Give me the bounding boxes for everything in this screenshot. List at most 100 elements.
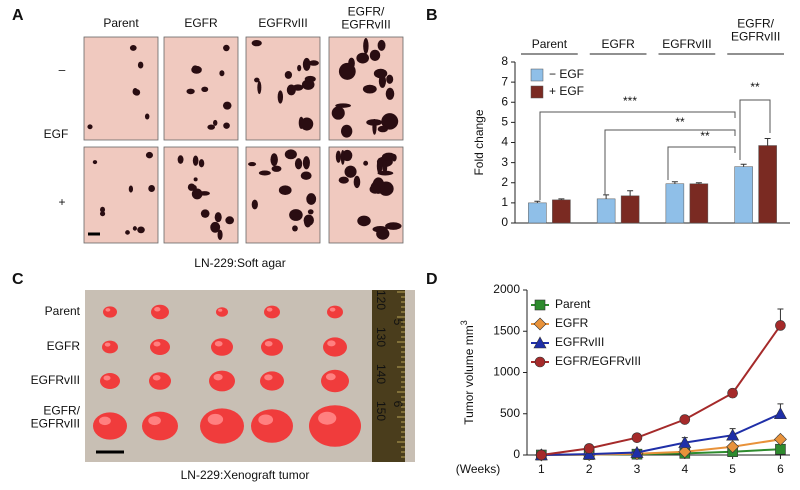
- y-axis-label-sup: 3: [459, 320, 469, 325]
- y-tick-label: 500: [500, 406, 520, 420]
- tumor: [209, 370, 235, 392]
- colony: [302, 156, 310, 170]
- colony: [186, 88, 195, 95]
- ruler-label: 5: [391, 319, 405, 326]
- x-tick-label: 1: [538, 462, 545, 476]
- ruler-label: 130: [374, 327, 388, 347]
- tumor-highlight: [207, 413, 224, 425]
- colony: [248, 161, 257, 167]
- colony: [377, 39, 386, 51]
- colony: [362, 84, 377, 94]
- tumor-highlight: [264, 340, 273, 347]
- y-tick-label: 0: [513, 447, 520, 461]
- colony: [366, 119, 383, 126]
- colony: [300, 171, 312, 180]
- colony: [308, 60, 319, 66]
- x-axis-label: (Weeks): [456, 462, 500, 476]
- colony: [340, 124, 353, 138]
- colony: [225, 216, 234, 225]
- tumor-highlight: [329, 307, 336, 312]
- colony: [385, 222, 402, 230]
- tumor: [211, 338, 233, 356]
- colony: [386, 74, 394, 84]
- legend-label: + EGF: [549, 84, 584, 98]
- marker: [678, 445, 692, 459]
- legend-label: EGFR: [555, 316, 589, 330]
- colony: [223, 44, 230, 52]
- ruler: [372, 290, 405, 462]
- colony: [207, 124, 215, 130]
- y-tick-label: 4: [501, 135, 508, 149]
- tumor: [260, 371, 284, 391]
- significance-bracket: [604, 129, 736, 195]
- tumor-highlight: [325, 373, 336, 381]
- y-axis-label: Tumor volume mm: [462, 325, 476, 425]
- colony: [338, 62, 356, 80]
- significance-label: ***: [623, 94, 637, 108]
- panel-label: C: [12, 271, 24, 288]
- colony: [129, 44, 137, 51]
- colony: [363, 38, 369, 54]
- tumor: [149, 372, 171, 390]
- colony: [144, 113, 150, 120]
- colony: [193, 177, 198, 182]
- legend-swatch: [530, 68, 544, 82]
- tumor-highlight: [318, 411, 337, 425]
- colony: [177, 155, 184, 164]
- colony: [278, 185, 292, 196]
- colony: [223, 122, 230, 129]
- colony: [381, 113, 399, 130]
- colony: [307, 209, 314, 215]
- tumor-highlight: [266, 307, 273, 312]
- tumor-highlight: [214, 340, 223, 347]
- ruler-label: 150: [374, 401, 388, 421]
- bar: [552, 199, 571, 224]
- marker: [773, 407, 787, 420]
- legend-label: EGFR/EGFRvIII: [555, 354, 641, 368]
- colony: [148, 184, 155, 193]
- series-line: [541, 324, 782, 456]
- marker: [533, 317, 547, 331]
- bar: [620, 195, 640, 224]
- colony: [381, 152, 396, 161]
- colony: [100, 206, 106, 213]
- x-tick-label: 3: [634, 462, 641, 476]
- legend-label: Parent: [555, 297, 591, 311]
- tumor: [321, 369, 349, 393]
- photo: [85, 290, 415, 462]
- row-label: Parent: [45, 304, 81, 318]
- y-axis-label: Fold change: [472, 109, 486, 175]
- colony: [292, 225, 298, 232]
- colony: [304, 216, 312, 228]
- colony: [125, 230, 130, 235]
- colony: [145, 151, 153, 159]
- x-tick-label: 5: [729, 462, 736, 476]
- tumor-highlight: [327, 340, 336, 347]
- colony: [373, 68, 388, 79]
- tumor: [251, 409, 293, 443]
- colony: [217, 229, 223, 241]
- colony: [292, 84, 304, 91]
- colony: [258, 170, 271, 176]
- tumor-highlight: [105, 308, 111, 312]
- category-label: Parent: [532, 37, 568, 51]
- colony: [99, 211, 106, 217]
- panel-label: B: [426, 7, 438, 24]
- significance-bracket: [739, 99, 771, 160]
- colony: [87, 124, 93, 130]
- marker: [583, 443, 595, 454]
- marker: [533, 336, 547, 349]
- panel-label: A: [12, 7, 24, 24]
- error-bar: [603, 194, 610, 199]
- colony: [335, 150, 342, 163]
- colony: [304, 75, 316, 83]
- colony: [214, 212, 222, 223]
- tumor: [151, 304, 169, 320]
- column-label: EGFR: [184, 16, 218, 30]
- colony: [213, 119, 218, 126]
- colony: [340, 149, 345, 165]
- y-tick-label: 0: [501, 215, 508, 229]
- marker: [678, 435, 692, 448]
- colony: [192, 155, 199, 166]
